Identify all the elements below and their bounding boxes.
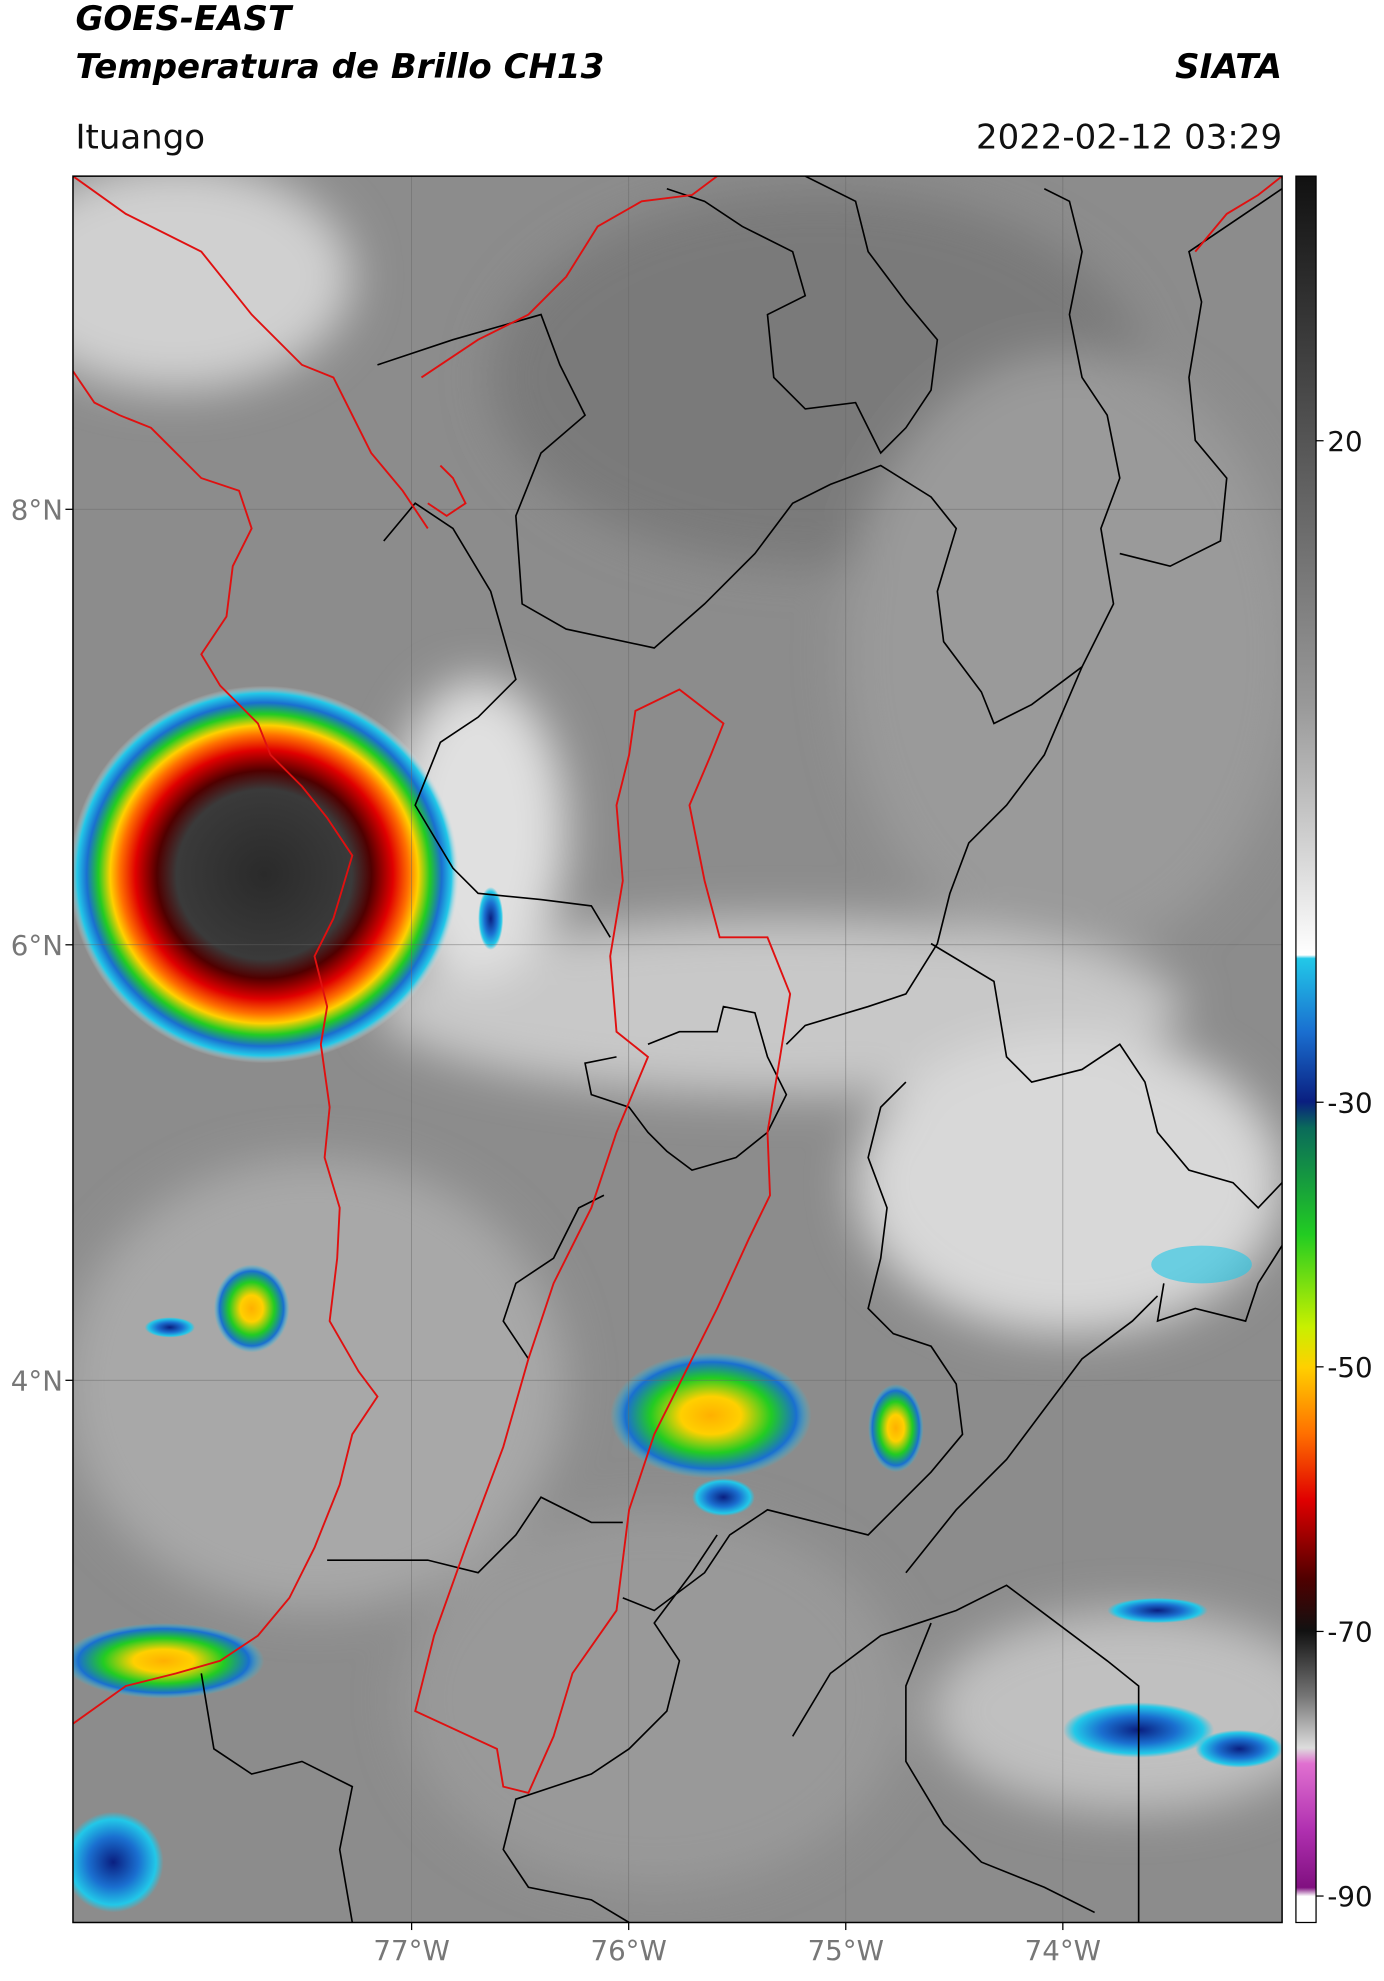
storm-cell xyxy=(1107,1597,1208,1624)
graticule xyxy=(72,176,1283,1923)
admin-borders xyxy=(200,176,1283,1923)
storm-cell xyxy=(610,1352,812,1479)
storm-cell xyxy=(1195,1729,1283,1768)
storm-cell xyxy=(213,1264,290,1353)
title: GOES-EAST xyxy=(75,0,293,39)
colorbar-tick-label: -70 xyxy=(1327,1616,1372,1649)
location: Ituango xyxy=(75,117,205,157)
lon-tick-label: 76°W xyxy=(591,1934,667,1967)
map-image xyxy=(72,176,1283,1923)
timestamp: 2022-02-12 03:29 xyxy=(976,117,1282,157)
storm-cell xyxy=(692,1478,755,1517)
colorbar-tick-label: 20 xyxy=(1327,425,1362,458)
brand: SIATA xyxy=(1175,47,1282,87)
storm-cell xyxy=(868,1383,924,1473)
map-frame xyxy=(72,175,1283,1924)
storm-cell xyxy=(478,887,504,950)
storm-cell xyxy=(72,1623,265,1699)
storm-cell xyxy=(72,1811,164,1913)
storm-cell xyxy=(72,685,460,1064)
lon-tick-label: 77°W xyxy=(373,1934,449,1967)
lon-tick-label: 74°W xyxy=(1025,1934,1101,1967)
colorbar-tick-label: -30 xyxy=(1327,1086,1372,1119)
storm-cell xyxy=(1151,1245,1252,1284)
colorbar xyxy=(1295,175,1317,1924)
country-and-basin-outline xyxy=(72,176,1283,1795)
colorbar-tick-label: -90 xyxy=(1327,1880,1372,1913)
lat-tick-label: 6°N xyxy=(11,929,63,962)
lat-tick-label: 4°N xyxy=(11,1364,63,1397)
storm-cell xyxy=(144,1317,196,1338)
lat-tick-label: 8°N xyxy=(11,493,63,526)
lon-tick-label: 75°W xyxy=(808,1934,884,1967)
colorbar-ticks: 20 -30 -50 -70 -90 xyxy=(1316,425,1373,1913)
subtitle: Temperatura de Brillo CH13 xyxy=(75,47,604,87)
map-ticks: 8°N 6°N 4°N 77°W 76°W 75°W 74°W xyxy=(11,493,1101,1967)
colorbar-tick-label: -50 xyxy=(1327,1351,1372,1384)
